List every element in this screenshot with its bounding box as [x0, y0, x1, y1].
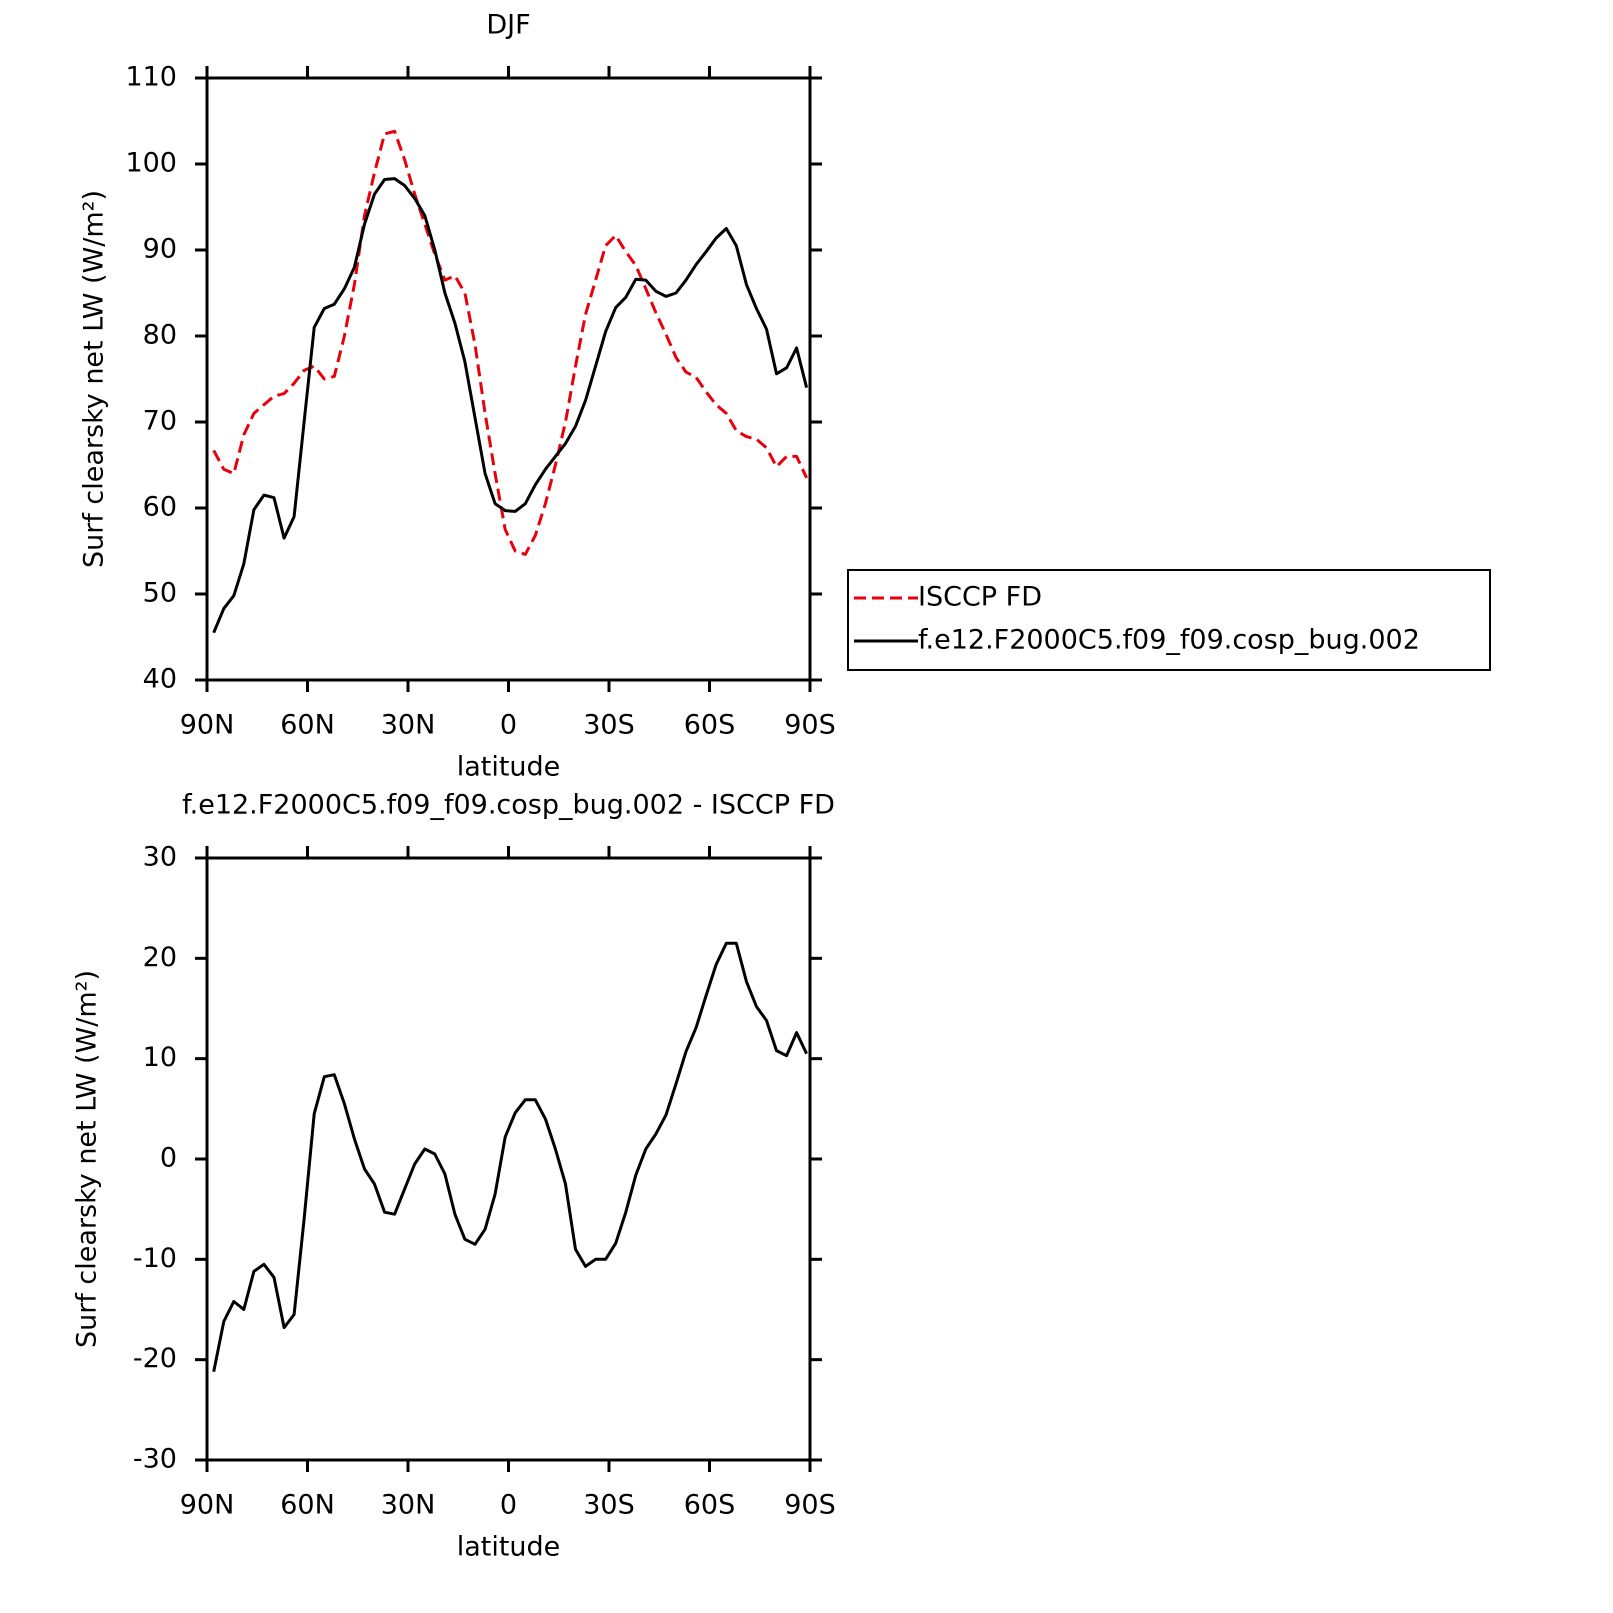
data-line	[212, 941, 808, 1372]
legend-label: ISCCP FD	[918, 582, 1042, 613]
y-tick-label: 0	[160, 1143, 177, 1174]
y-tick-label: -20	[133, 1343, 177, 1374]
data-line	[212, 129, 808, 556]
data-line	[212, 177, 809, 634]
y-tick-label: 50	[143, 578, 177, 609]
y-axis-label: Surf clearsky net LW (W/m²)	[79, 190, 110, 568]
y-tick-label: 40	[143, 664, 177, 695]
y-tick-label: 70	[143, 406, 177, 437]
y-tick-label: 30	[143, 842, 177, 873]
legend-label: f.e12.F2000C5.f09_f09.cosp_bug.002	[918, 625, 1420, 656]
y-tick-label: 10	[143, 1042, 177, 1073]
y-tick-label: 110	[125, 62, 177, 93]
x-tick-label: 60N	[280, 710, 335, 741]
x-tick-label: 30S	[583, 1490, 635, 1521]
x-tick-label: 0	[500, 1490, 517, 1521]
y-tick-label: 80	[143, 320, 177, 351]
y-axis-label: Surf clearsky net LW (W/m²)	[72, 970, 103, 1348]
x-tick-label: 0	[500, 710, 517, 741]
x-tick-label: 60S	[684, 710, 736, 741]
y-tick-label: 60	[143, 492, 177, 523]
legend-box	[847, 569, 1491, 671]
x-tick-label: 60N	[280, 1490, 335, 1521]
x-tick-label: 30N	[381, 1490, 436, 1521]
chart-title: f.e12.F2000C5.f09_f09.cosp_bug.002 - ISC…	[182, 790, 835, 821]
x-tick-label: 60S	[684, 1490, 736, 1521]
y-tick-label: 20	[143, 942, 177, 973]
x-tick-label: 30S	[583, 710, 635, 741]
x-axis-label: latitude	[457, 1532, 561, 1563]
y-tick-label: -10	[133, 1243, 177, 1274]
x-tick-label: 90S	[784, 710, 836, 741]
x-tick-label: 90N	[180, 1490, 235, 1521]
x-tick-label: 90N	[180, 710, 235, 741]
x-tick-label: 90S	[784, 1490, 836, 1521]
y-tick-label: 100	[125, 148, 177, 179]
x-tick-label: 30N	[381, 710, 436, 741]
y-tick-label: -30	[133, 1444, 177, 1475]
chart-title: DJF	[486, 10, 530, 41]
x-axis-label: latitude	[457, 752, 561, 783]
y-tick-label: 90	[143, 234, 177, 265]
plot-frame	[205, 856, 812, 1462]
